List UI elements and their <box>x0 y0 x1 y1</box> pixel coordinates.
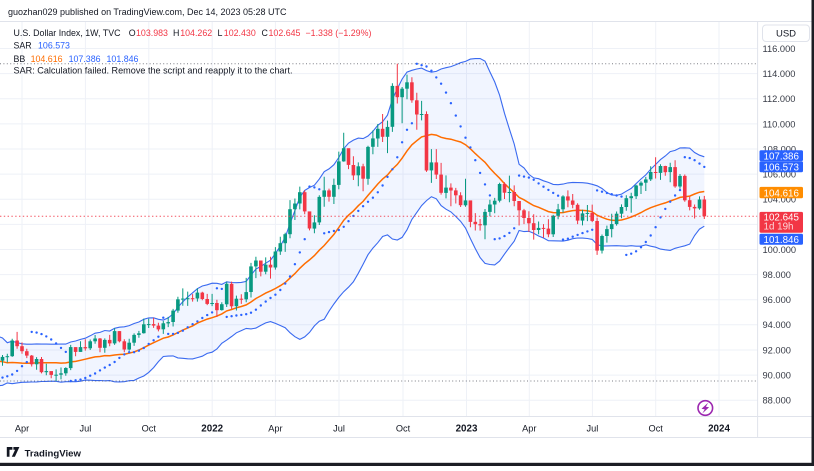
svg-text:2022: 2022 <box>201 423 223 434</box>
svg-text:Apr: Apr <box>268 423 282 433</box>
svg-text:96.000: 96.000 <box>763 295 791 305</box>
svg-text:1d 19h: 1d 19h <box>764 222 794 233</box>
svg-text:H: H <box>173 28 179 38</box>
svg-text:94.000: 94.000 <box>763 320 791 330</box>
svg-text:C: C <box>262 28 269 38</box>
svg-text:USD: USD <box>776 28 796 39</box>
svg-text:98.000: 98.000 <box>763 270 791 280</box>
svg-text:104.616: 104.616 <box>764 188 800 199</box>
svg-text:100.000: 100.000 <box>763 245 797 255</box>
svg-text:O: O <box>129 28 136 38</box>
svg-text:92.000: 92.000 <box>763 345 791 355</box>
svg-text:107.386: 107.386 <box>764 151 800 162</box>
svg-text:−1.338 (−1.29%): −1.338 (−1.29%) <box>306 28 372 38</box>
svg-text:L: L <box>218 28 223 38</box>
svg-text:SAR: Calculation failed. Remov: SAR: Calculation failed. Remove the scri… <box>14 66 293 76</box>
svg-text:101.846: 101.846 <box>107 54 139 64</box>
svg-text:101.846: 101.846 <box>764 235 800 246</box>
svg-text:Apr: Apr <box>522 423 536 433</box>
svg-text:U.S. Dollar Index, 1W, TVC: U.S. Dollar Index, 1W, TVC <box>14 28 122 38</box>
svg-text:guozhan029 published on Tradin: guozhan029 published on TradingView.com,… <box>8 7 287 17</box>
svg-text:110.000: 110.000 <box>763 119 796 129</box>
svg-text:Oct: Oct <box>396 423 411 433</box>
svg-text:Oct: Oct <box>649 423 664 433</box>
svg-text:BB: BB <box>14 54 26 64</box>
svg-text:102.645: 102.645 <box>269 28 301 38</box>
svg-text:2024: 2024 <box>708 423 730 434</box>
svg-text:106.573: 106.573 <box>38 41 70 51</box>
svg-text:104.262: 104.262 <box>180 28 212 38</box>
svg-text:88.000: 88.000 <box>763 396 791 406</box>
svg-text:2023: 2023 <box>456 423 478 434</box>
svg-text:Jul: Jul <box>333 423 345 433</box>
svg-text:102.430: 102.430 <box>224 28 256 38</box>
svg-text:103.983: 103.983 <box>136 28 168 38</box>
svg-text:107.386: 107.386 <box>69 54 101 64</box>
svg-text:114.000: 114.000 <box>763 69 796 79</box>
svg-text:SAR: SAR <box>14 41 32 51</box>
svg-text:TradingView: TradingView <box>25 448 82 459</box>
svg-text:104.616: 104.616 <box>31 54 63 64</box>
svg-text:112.000: 112.000 <box>763 94 796 104</box>
svg-text:Oct: Oct <box>142 423 157 433</box>
svg-text:Jul: Jul <box>587 423 599 433</box>
svg-text:116.000: 116.000 <box>763 44 796 54</box>
svg-text:106.573: 106.573 <box>764 162 800 173</box>
svg-text:Apr: Apr <box>15 423 29 433</box>
svg-text:Jul: Jul <box>80 423 92 433</box>
svg-text:90.000: 90.000 <box>763 371 791 381</box>
